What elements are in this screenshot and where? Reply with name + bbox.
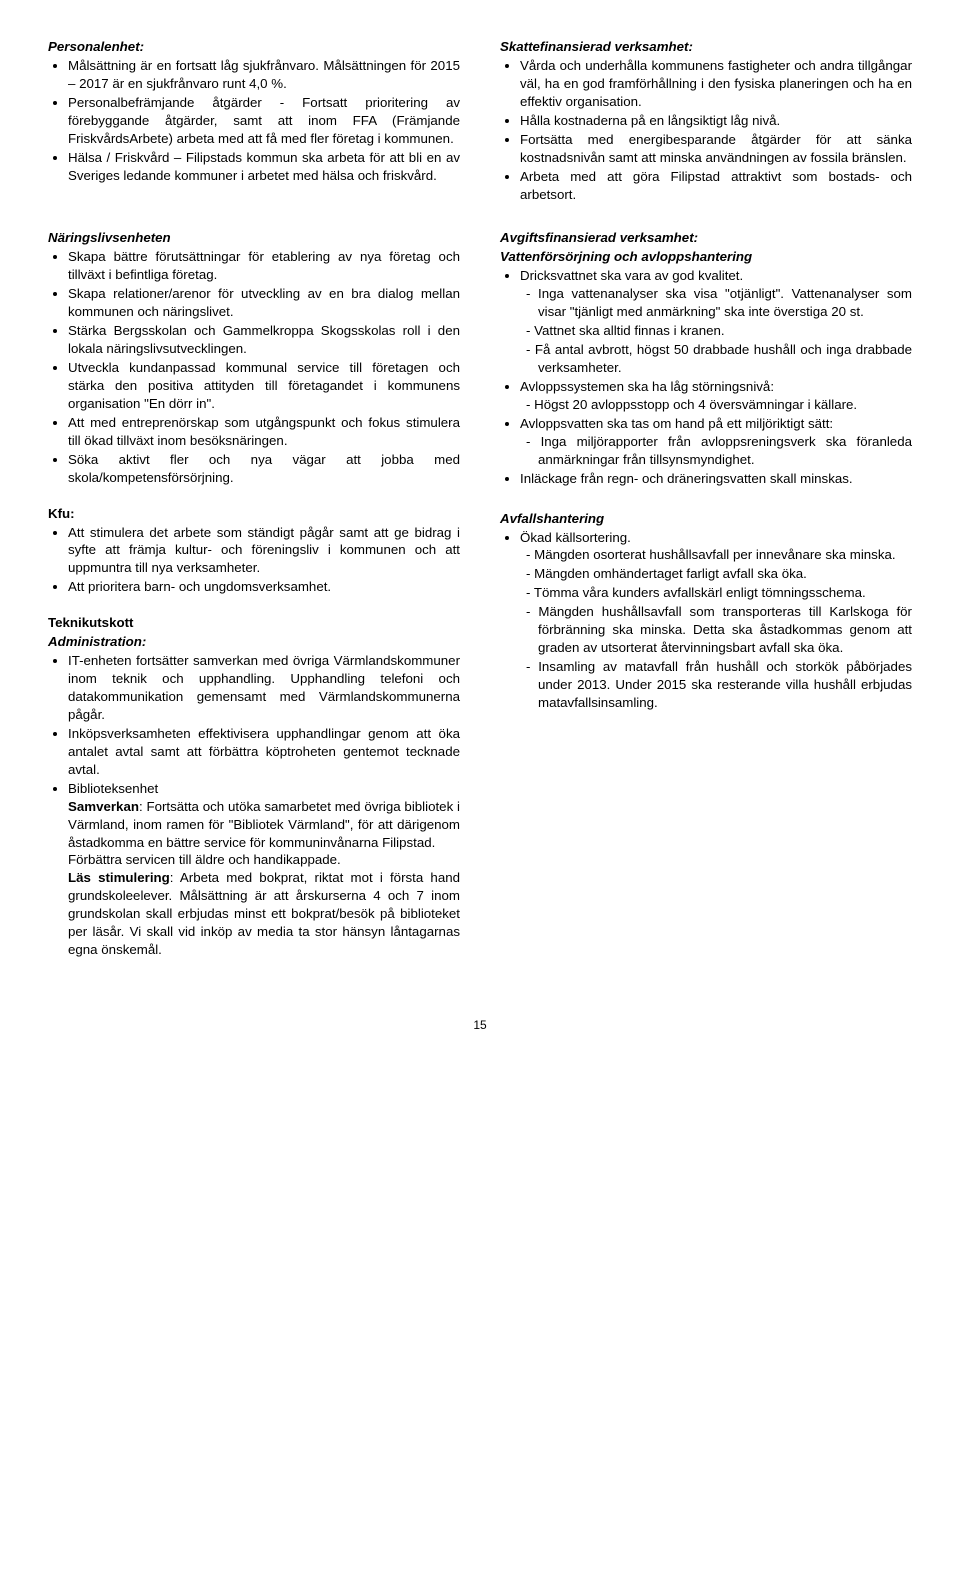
section-personalenhet: Personalenhet: Målsättning är en fortsat… [48,38,460,185]
list-item: Utveckla kundanpassad kommunal service t… [68,359,460,413]
list-item: Hälsa / Friskvård – Filipstads kommun sk… [68,149,460,185]
section-naring: Näringslivsenheten Skapa bättre förutsät… [48,229,460,486]
col-right-1: Skattefinansierad verksamhet: Vårda och … [500,38,912,221]
page-number: 15 [48,1017,912,1033]
heading-personalenhet: Personalenhet: [48,38,460,56]
col-left-2: Näringslivsenheten Skapa bättre förutsät… [48,229,460,977]
bibliotek-heading: Biblioteksenhet [68,780,460,798]
list-item: Inköpsverksamheten effektivisera upphand… [68,725,460,779]
sub-list-item: Insamling av matavfall från hushåll och … [538,658,912,712]
sub-list-item: Inga miljörapporter från avloppsreningsv… [538,433,912,469]
list-avfall: Ökad källsortering.Mängden osorterat hus… [500,529,912,712]
list-item: Personalbefrämjande åtgärder - Fortsatt … [68,94,460,148]
sub-list-item: Tömma våra kunders avfallskärl enligt tö… [538,584,912,602]
sub-list-item: Inga vattenanalyser ska visa "otjänligt"… [538,285,912,321]
subheading-vatten: Vattenförsörjning och avloppshantering [500,248,912,266]
list-naring: Skapa bättre förutsättningar för etabler… [48,248,460,486]
list-teknik: IT-enheten fortsätter samverkan med övri… [48,652,460,959]
bibliotek-item: BiblioteksenhetSamverkan: Fortsätta och … [68,780,460,959]
heading-kfu: Kfu: [48,505,460,523]
list-item: Ökad källsortering.Mängden osorterat hus… [520,529,912,712]
list-item: Fortsätta med energibesparande åtgärder … [520,131,912,167]
list-avgift: Dricksvattnet ska vara av god kvalitet.I… [500,267,912,487]
col-left-1: Personalenhet: Målsättning är en fortsat… [48,38,460,221]
heading-naring: Näringslivsenheten [48,229,460,247]
row-2: Näringslivsenheten Skapa bättre förutsät… [48,229,912,977]
list-item: Avloppsvatten ska tas om hand på ett mil… [520,415,912,469]
list-item: Avloppssystemen ska ha låg störningsnivå… [520,378,912,414]
list-item: Att prioritera barn- och ungdomsverksamh… [68,578,460,596]
list-item: Söka aktivt fler och nya vägar att jobba… [68,451,460,487]
list-item: Hålla kostnaderna på en långsiktigt låg … [520,112,912,130]
list-kfu: Att stimulera det arbete som ständigt på… [48,524,460,597]
heading-avfall: Avfallshantering [500,510,912,528]
sub-list: Mängden osorterat hushållsavfall per inn… [520,546,912,711]
section-avgift: Avgiftsfinansierad verksamhet: Vattenför… [500,229,912,487]
sub-list-item: Mängden osorterat hushållsavfall per inn… [538,546,912,564]
list-personalenhet: Målsättning är en fortsatt låg sjukfrånv… [48,57,460,185]
section-teknik: Teknikutskott Administration: IT-enheten… [48,614,460,959]
las-stimulering-text: Läs stimulering: Arbeta med bokprat, rik… [68,869,460,959]
heading-teknik: Teknikutskott [48,614,460,632]
sub-list: Inga miljörapporter från avloppsreningsv… [520,433,912,469]
heading-avgift: Avgiftsfinansierad verksamhet: [500,229,912,247]
col-right-2: Avgiftsfinansierad verksamhet: Vattenför… [500,229,912,977]
sub-list-item: Vattnet ska alltid finnas i kranen. [538,322,912,340]
section-skatt: Skattefinansierad verksamhet: Vårda och … [500,38,912,203]
row-1: Personalenhet: Målsättning är en fortsat… [48,38,912,221]
heading-admin: Administration: [48,633,460,651]
list-item: Skapa bättre förutsättningar för etabler… [68,248,460,284]
sub-list: Högst 20 avloppsstopp och 4 översvämning… [520,396,912,414]
section-avfall: Avfallshantering Ökad källsortering.Mäng… [500,510,912,712]
list-item: Målsättning är en fortsatt låg sjukfrånv… [68,57,460,93]
sub-list-item: Mängden omhändertaget farligt avfall ska… [538,565,912,583]
sub-list-item: Högst 20 avloppsstopp och 4 översvämning… [538,396,912,414]
forbattra-text: Förbättra servicen till äldre och handik… [68,851,460,869]
list-item: IT-enheten fortsätter samverkan med övri… [68,652,460,724]
list-item: Stärka Bergsskolan och Gammelkroppa Skog… [68,322,460,358]
list-item: Att med entreprenörskap som utgångspunkt… [68,414,460,450]
list-item: Vårda och underhålla kommunens fastighet… [520,57,912,111]
list-item: Arbeta med att göra Filipstad attraktivt… [520,168,912,204]
list-item: Dricksvattnet ska vara av god kvalitet.I… [520,267,912,377]
sub-list-item: Mängden hushållsavfall som transporteras… [538,603,912,657]
list-item: Att stimulera det arbete som ständigt på… [68,524,460,578]
list-item: Skapa relationer/arenor för utveckling a… [68,285,460,321]
sub-list-item: Få antal avbrott, högst 50 drabbade hush… [538,341,912,377]
heading-skatt: Skattefinansierad verksamhet: [500,38,912,56]
list-skatt: Vårda och underhålla kommunens fastighet… [500,57,912,204]
list-item: Inläckage från regn- och dräneringsvatte… [520,470,912,488]
section-kfu: Kfu: Att stimulera det arbete som ständi… [48,505,460,597]
sub-list: Inga vattenanalyser ska visa "otjänligt"… [520,285,912,377]
samverkan-text: Samverkan: Fortsätta och utöka samarbete… [68,798,460,852]
